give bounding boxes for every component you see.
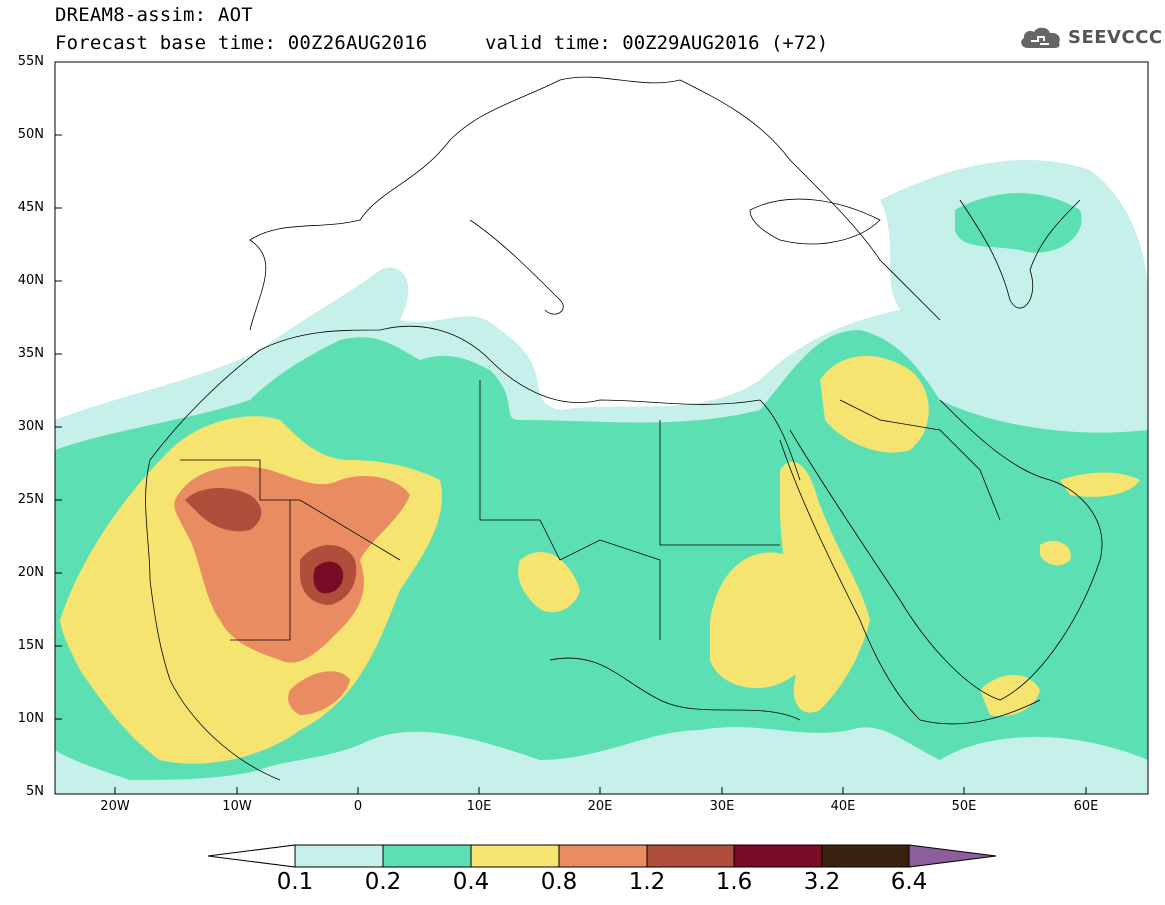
colorbar-label-0-8: 0.8 (540, 869, 578, 895)
lon-label-50e: 50E (951, 799, 977, 814)
lon-label-0: 0 (353, 799, 363, 814)
colorbar-bin-3 (470, 844, 560, 868)
colorbar-bin-5 (646, 844, 735, 868)
border-line-5 (549, 657, 801, 721)
lon-label-10e: 10E (466, 799, 492, 814)
border-line-4 (659, 420, 780, 546)
colorbar-over-arrow (908, 844, 997, 868)
lon-label-20e: 20E (587, 799, 613, 814)
aot-contour-yellow-arabia (820, 356, 929, 453)
coastline-europe (249, 76, 941, 331)
colorbar-label-0-4: 0.4 (452, 869, 490, 895)
lat-label-15n: 15N (17, 638, 44, 653)
lat-label-40n: 40N (17, 273, 44, 288)
lat-label-30n: 30N (17, 419, 44, 434)
coastlines (145, 76, 1103, 781)
colorbar-label-1-2: 1.2 (628, 869, 666, 895)
axis-ticks (55, 61, 1087, 795)
forecast-base-time: Forecast base time: 00Z26AUG2016 (55, 32, 428, 54)
aot-contours (55, 160, 1148, 794)
lat-label-35n: 35N (17, 346, 44, 361)
lat-label-45n: 45N (17, 200, 44, 215)
aot-contour-teal-caspian (955, 193, 1082, 253)
aot-contour-orange-south (288, 671, 350, 715)
colorbar-label-1-6: 1.6 (715, 869, 753, 895)
colorbar (207, 844, 997, 868)
aot-contour-brown (185, 488, 262, 532)
coastline-west-africa (145, 459, 281, 781)
colorbar-label-3-2: 3.2 (803, 869, 841, 895)
lon-label-20w: 20W (100, 799, 130, 814)
seevccc-logo: SEEVCCC (1018, 24, 1163, 50)
coastline-italy (469, 219, 564, 315)
colorbar-label-0-2: 0.2 (364, 869, 402, 895)
valid-time: valid time: 00Z29AUG2016 (+72) (485, 32, 829, 54)
lon-label-30e: 30E (709, 799, 735, 814)
coastline-arabia (789, 399, 1103, 701)
coastline-horn (919, 699, 1041, 725)
map-title: DREAM8-assim: AOT (55, 4, 253, 26)
lat-label-10n: 10N (17, 711, 44, 726)
aot-contour-yellow-redsea (780, 461, 870, 713)
colorbar-under-arrow (207, 844, 296, 868)
aot-contour-yellow-center (518, 551, 580, 613)
lon-label-60e: 60E (1073, 799, 1099, 814)
colorbar-bin-7 (821, 844, 910, 868)
lon-label-40e: 40E (830, 799, 856, 814)
border-line-3 (479, 380, 661, 640)
lat-label-50n: 50N (17, 127, 44, 142)
colorbar-bin-6 (733, 844, 823, 868)
map-frame (54, 61, 1149, 795)
aot-contour-yellow-oman (1060, 472, 1140, 497)
coastline-caspian (959, 199, 1081, 309)
lat-label-25n: 25N (17, 492, 44, 507)
colorbar-bin-1 (294, 844, 384, 868)
coastline-black-sea (749, 198, 881, 245)
lat-label-55n: 55N (17, 54, 44, 69)
lat-label-5n: 5N (26, 784, 44, 799)
colorbar-label-0-1: 0.1 (276, 869, 314, 895)
border-line-2 (230, 500, 291, 641)
border-line-1 (180, 459, 401, 561)
lon-label-10w: 10W (222, 799, 252, 814)
aot-contour-deepred (313, 561, 344, 594)
lat-label-20n: 20N (17, 565, 44, 580)
coastline-north-africa (149, 325, 801, 481)
colorbar-label-6-4: 6.4 (890, 869, 928, 895)
logo-text: SEEVCCC (1068, 26, 1163, 48)
cloud-icon (1021, 27, 1060, 48)
aot-contour-yellow-somalia (980, 675, 1040, 717)
colorbar-bin-2 (382, 844, 472, 868)
colorbar-bin-4 (558, 844, 648, 868)
coastline-red-sea (779, 439, 921, 721)
aot-contour-yellow-dot (1040, 540, 1071, 566)
border-line-6 (839, 399, 1001, 521)
